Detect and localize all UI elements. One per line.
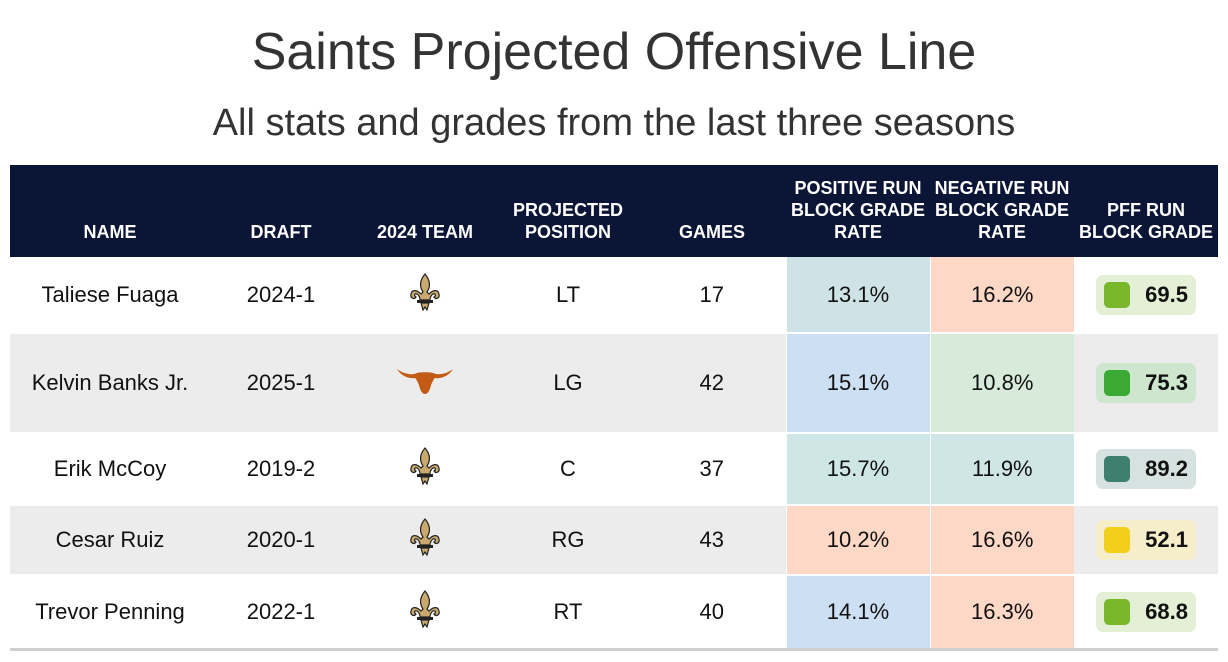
negative-rate-value: 11.9%: [929, 433, 1074, 505]
col-header-positive-rate: POSITIVE RUN BLOCK GRADE RATE: [791, 178, 925, 242]
games-value: 42: [699, 370, 724, 395]
saints-fleur-de-lis-icon: [408, 272, 442, 318]
games-value: 37: [699, 456, 724, 481]
grade-badge: 52.1: [1096, 520, 1196, 560]
player-name: Trevor Penning: [35, 598, 185, 624]
positive-rate-value: 15.7%: [785, 433, 930, 505]
player-name: Cesar Ruiz: [55, 527, 165, 552]
grade-color-dot: [1104, 598, 1130, 625]
games-value: 17: [699, 281, 724, 307]
col-header-draft: DRAFT: [250, 222, 312, 242]
negative-rate-value: 16.2%: [929, 257, 1074, 333]
grade-badge: 75.3: [1096, 363, 1196, 403]
team-logo-cell: [352, 433, 498, 505]
team-logo-cell: [352, 333, 498, 433]
draft-value: 2022-1: [246, 598, 316, 624]
page-subtitle: All stats and grades from the last three…: [212, 102, 1016, 144]
pff-grade-cell: 69.5: [1074, 257, 1218, 333]
player-name: Kelvin Banks Jr.: [31, 370, 189, 395]
negative-rate-value: 16.6%: [929, 505, 1074, 575]
saints-fleur-de-lis-icon: [408, 517, 442, 563]
offensive-line-table: NAME DRAFT 2024 TEAM PROJECTED POSITION …: [10, 165, 1218, 651]
pff-grade-value: 68.8: [1145, 598, 1188, 624]
draft-value: 2019-2: [246, 456, 316, 481]
draft-value: 2025-1: [246, 370, 316, 395]
position-value: LG: [553, 370, 583, 395]
grade-color-dot: [1104, 281, 1130, 308]
negative-rate-value: 16.3%: [929, 575, 1074, 649]
pff-grade-cell: 52.1: [1074, 505, 1218, 575]
pff-grade-value: 52.1: [1145, 527, 1188, 552]
grade-badge: 89.2: [1096, 449, 1196, 489]
negative-rate-value: 10.8%: [929, 333, 1074, 433]
pff-grade-cell: 75.3: [1074, 333, 1218, 433]
table-header-row: NAME DRAFT 2024 TEAM PROJECTED POSITION …: [10, 165, 1218, 257]
col-header-position: PROJECTED POSITION: [512, 200, 624, 242]
player-name: Taliese Fuaga: [41, 281, 179, 307]
table-row: Cesar Ruiz 2020-1 RG 43 10.2% 16.6% 52.1: [10, 505, 1218, 575]
pff-grade-value: 75.3: [1145, 370, 1188, 395]
pff-grade-value: 89.2: [1145, 456, 1188, 481]
position-value: LT: [555, 281, 581, 307]
table-row: Trevor Penning 2022-1 RT 40 14.1% 16.3% 68.8: [10, 575, 1218, 649]
positive-rate-value: 13.1%: [785, 257, 930, 333]
table-row: Taliese Fuaga 2024-1 LT 17 13.1% 16.2% 69.5: [10, 257, 1218, 333]
grade-badge: 68.8: [1096, 591, 1196, 632]
grade-color-dot: [1104, 527, 1130, 553]
positive-rate-value: 15.1%: [785, 333, 930, 433]
positive-rate-value: 10.2%: [785, 505, 930, 575]
pff-grade-cell: 68.8: [1074, 575, 1218, 649]
positive-rate-value: 14.1%: [785, 575, 930, 649]
team-logo-cell: [352, 257, 498, 333]
pff-grade-cell: 89.2: [1074, 433, 1218, 505]
saints-fleur-de-lis-icon: [408, 589, 442, 635]
team-logo-cell: [352, 575, 498, 649]
grade-badge: 69.5: [1096, 274, 1196, 315]
col-header-team: 2024 TEAM: [376, 222, 474, 242]
col-header-name: NAME: [83, 222, 137, 242]
col-header-games: GAMES: [678, 222, 745, 242]
col-header-pff-grade: PFF RUN BLOCK GRADE: [1079, 200, 1213, 242]
position-value: RT: [553, 598, 583, 624]
table-row: Kelvin Banks Jr. 2025-1 LG 42 15.1% 10.8% 75.3: [10, 333, 1218, 433]
table-row: Erik McCoy 2019-2 C 37 15.7% 11.9% 89.2: [10, 433, 1218, 505]
games-value: 43: [699, 527, 724, 552]
grade-color-dot: [1104, 370, 1130, 396]
texas-longhorn-icon: [395, 363, 455, 403]
player-name: Erik McCoy: [53, 456, 167, 481]
position-value: C: [560, 456, 576, 481]
draft-value: 2020-1: [246, 527, 316, 552]
draft-value: 2024-1: [246, 281, 316, 307]
col-header-negative-rate: NEGATIVE RUN BLOCK GRADE RATE: [934, 178, 1070, 242]
saints-fleur-de-lis-icon: [408, 446, 442, 492]
team-logo-cell: [352, 505, 498, 575]
position-value: RG: [551, 527, 585, 552]
games-value: 40: [699, 598, 724, 624]
pff-grade-value: 69.5: [1145, 281, 1188, 307]
grade-color-dot: [1104, 456, 1130, 482]
page-title: Saints Projected Offensive Line: [251, 23, 977, 81]
